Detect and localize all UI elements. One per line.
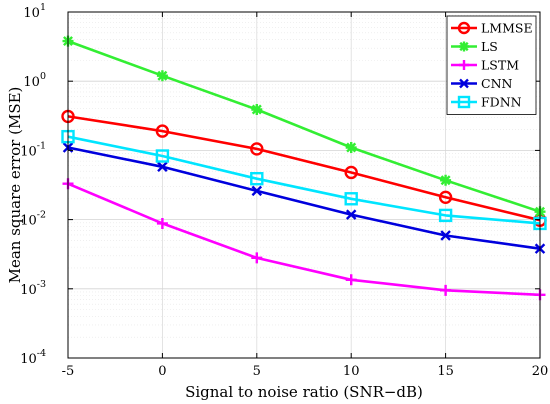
square-marker bbox=[457, 95, 471, 109]
series-layer bbox=[61, 35, 547, 301]
circle-marker bbox=[344, 165, 358, 180]
asterisk-marker bbox=[440, 174, 452, 186]
series-line bbox=[67, 146, 541, 250]
legend-item-lstm: LSTM bbox=[451, 58, 519, 73]
y-tick-label: 10-4 bbox=[20, 348, 46, 367]
x-marker bbox=[251, 185, 263, 197]
x-tick-label: 0 bbox=[158, 364, 166, 379]
plus-marker bbox=[156, 217, 168, 229]
plus-marker bbox=[459, 60, 469, 70]
x-tick-label: 15 bbox=[437, 364, 454, 379]
y-axis-label: Mean square error (MSE) bbox=[6, 87, 24, 284]
legend-label: LMMSE bbox=[481, 21, 533, 36]
legend-item-fdnn: FDNN bbox=[451, 95, 522, 110]
x-axis-ticks: -5 0 5 10 15 20 bbox=[62, 12, 549, 379]
x-marker bbox=[345, 209, 357, 220]
x-marker bbox=[459, 78, 469, 89]
legend-item-cnn: CNN bbox=[451, 76, 513, 91]
x-axis-label: Signal to noise ratio (SNR−dB) bbox=[185, 383, 423, 401]
plus-marker bbox=[345, 274, 357, 286]
legend-label: FDNN bbox=[481, 95, 522, 110]
x-marker bbox=[440, 230, 451, 241]
y-tick-label: 10-1 bbox=[20, 140, 46, 159]
asterisk-marker bbox=[459, 41, 469, 52]
x-marker bbox=[157, 161, 168, 173]
square-marker bbox=[438, 208, 453, 223]
series-line bbox=[67, 182, 541, 297]
y-tick-label: 101 bbox=[23, 2, 46, 21]
series-line bbox=[67, 39, 541, 213]
y-tick-label: 10-3 bbox=[20, 279, 46, 298]
y-tick-label: 10-2 bbox=[20, 210, 46, 229]
square-marker bbox=[344, 192, 358, 206]
circle-marker bbox=[457, 21, 471, 35]
x-tick-label: -5 bbox=[62, 364, 75, 379]
legend-item-ls: LS bbox=[451, 39, 498, 54]
circle-marker bbox=[438, 190, 453, 205]
legend-label: LSTM bbox=[481, 58, 519, 73]
asterisk-marker bbox=[251, 103, 263, 115]
legend: LMMSE LS LSTM CNN FDNN bbox=[446, 15, 537, 115]
legend-item-lmmse: LMMSE bbox=[451, 21, 533, 36]
x-tick-label: 20 bbox=[532, 364, 549, 379]
circle-marker bbox=[250, 142, 264, 156]
plus-marker bbox=[440, 284, 452, 296]
legend-label: LS bbox=[481, 39, 498, 54]
square-marker bbox=[250, 171, 264, 186]
square-marker bbox=[155, 149, 170, 163]
series-line bbox=[67, 135, 541, 225]
series-line bbox=[67, 115, 541, 222]
asterisk-marker bbox=[345, 142, 357, 154]
x-tick-label: 10 bbox=[343, 364, 360, 379]
legend-label: CNN bbox=[481, 76, 513, 91]
circle-marker bbox=[155, 124, 170, 138]
plot-frame bbox=[67, 11, 541, 359]
y-tick-label: 100 bbox=[23, 71, 46, 90]
x-tick-label: 5 bbox=[253, 364, 261, 379]
y-axis-ticks: 10-4 10-3 10-2 10-1 100 101 bbox=[20, 2, 540, 367]
series-fdnn bbox=[61, 129, 547, 231]
asterisk-marker bbox=[156, 70, 168, 82]
plus-marker bbox=[251, 252, 263, 264]
